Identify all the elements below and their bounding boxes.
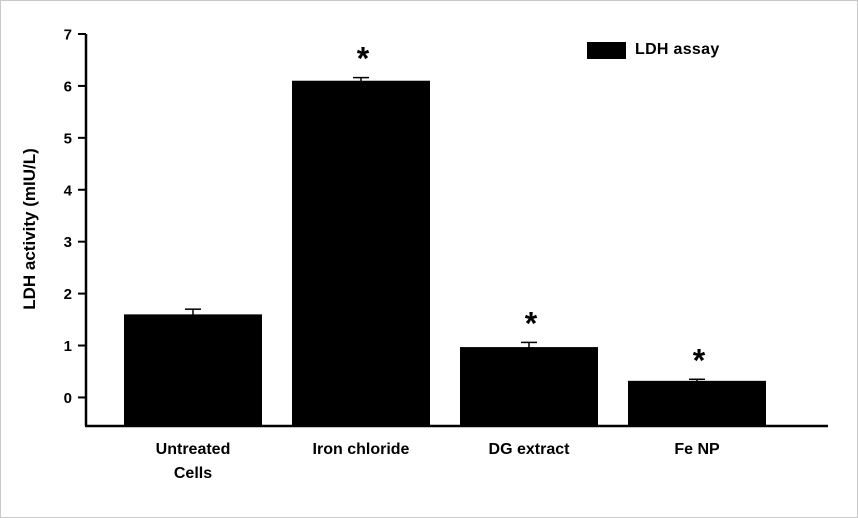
- bar: [292, 80, 430, 426]
- error-bar: [185, 308, 201, 321]
- bar: [460, 347, 598, 426]
- y-tick-label: 5: [64, 130, 72, 147]
- bar: [124, 314, 262, 426]
- x-category-label: Untreated: [156, 441, 231, 458]
- y-tick-label: 6: [64, 78, 72, 95]
- chart-legend: LDH assay: [587, 41, 720, 59]
- legend-label: LDH assay: [635, 41, 720, 58]
- x-category-label: Iron chloride: [313, 441, 410, 458]
- bar: [628, 380, 766, 426]
- y-tick-label: 1: [64, 338, 72, 355]
- x-category-label: DG extract: [489, 441, 571, 458]
- legend-swatch: [587, 41, 626, 59]
- significance-asterisk: *: [525, 305, 538, 341]
- y-tick-label: 4: [64, 182, 73, 199]
- y-tick-label: 0: [64, 390, 72, 407]
- significance-asterisk: *: [357, 41, 370, 77]
- error-bar: [521, 341, 537, 353]
- error-bar: [689, 378, 705, 384]
- x-category-label: Cells: [174, 465, 212, 482]
- significance-asterisk: *: [693, 342, 706, 378]
- y-tick-label: 2: [64, 286, 72, 303]
- error-bar: [353, 76, 369, 85]
- y-tick-label: 7: [64, 27, 72, 44]
- y-tick-label: 3: [64, 234, 72, 251]
- x-category-label: Fe NP: [674, 441, 720, 458]
